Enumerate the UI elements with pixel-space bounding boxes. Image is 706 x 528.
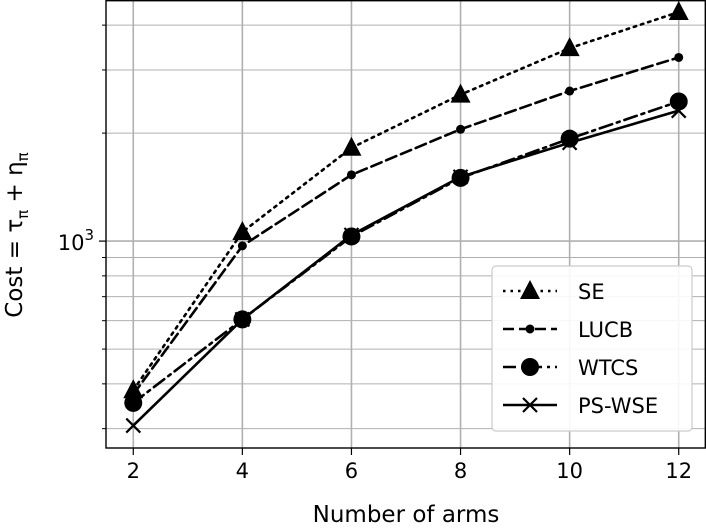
marker-x-stroke [234,311,251,328]
marker-x-stroke [452,169,469,185]
marker-small-circle [456,124,466,134]
marker-triangle [559,37,580,57]
marker-x [561,134,578,151]
marker-x [522,397,538,413]
ticks: 2 4 6 8 10 12 103 [58,24,692,483]
marker-x [452,169,469,185]
marker-triangle [520,280,540,299]
x-tick-label: 8 [454,459,467,483]
marker-small-circle [237,241,247,251]
legend-label: WTCS [578,356,638,380]
marker-x-stroke [670,102,687,119]
marker-triangle [668,1,689,21]
marker-circle [521,358,539,376]
marker-triangle [450,83,471,103]
marker-triangle [123,379,144,399]
series-line [131,100,681,405]
marker-x-stroke [343,227,360,243]
marker-x-stroke [522,397,538,413]
series-line [131,10,681,392]
marker-x-stroke [125,417,142,434]
x-tick-label: 4 [236,459,249,483]
series-line [131,56,681,396]
marker-small-circle [565,86,575,96]
legend-label: PS-WSE [578,394,658,418]
marker-triangle [341,136,362,156]
legend-box [491,265,693,432]
series-group [123,1,689,434]
marker-x [234,311,251,328]
marker-circle [669,92,688,111]
series-se [123,1,689,399]
marker-small-circle [525,324,535,334]
legend-label: LUCB [578,318,633,342]
x-tick-label: 10 [556,459,583,483]
legend: SE LUCB WTCS PS-WSE [491,265,693,432]
marker-x [670,102,687,119]
x-axis-label: Number of arms [313,502,500,528]
y-tick-label: 103 [58,226,94,255]
marker-x [125,417,142,434]
marker-circle [124,393,143,412]
marker-triangle [232,221,253,241]
x-tick-label: 2 [127,459,140,483]
marker-x [343,227,360,243]
marker-small-circle [674,52,684,62]
x-tick-label: 6 [345,459,358,483]
legend-label: SE [578,280,605,304]
x-tick-label: 12 [665,459,692,483]
series-ps-wse [125,102,687,434]
series-line [131,109,681,427]
plot-frame [105,0,706,449]
y-axis-label: Cost = τπ + ηπ [2,152,32,317]
marker-x-stroke [561,134,578,151]
marker-small-circle [346,170,356,180]
